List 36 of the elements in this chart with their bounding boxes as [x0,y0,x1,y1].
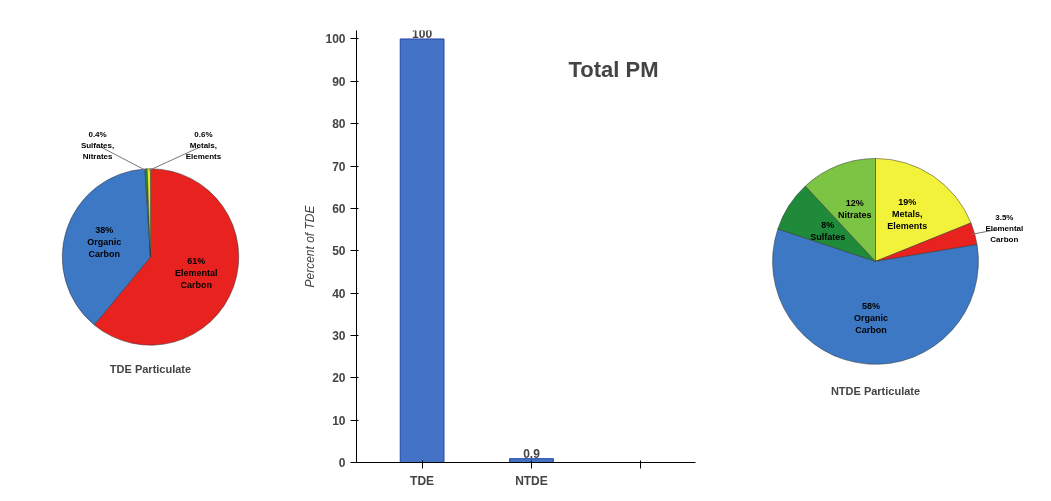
y-tick-label: 80 [332,117,346,132]
text: NTDE Particulate [830,384,921,397]
x-tick-label: NTDE [515,473,548,488]
slice-label: Metals, Elements [887,209,928,232]
data-label: 8% [821,219,835,230]
data-label: 58% [862,300,881,311]
y-tick-label: 70 [332,159,346,174]
data-label: 38% [95,224,114,235]
y-tick-label: 10 [332,413,346,428]
y-axis-title: Percent of TDE [303,204,318,288]
slice-label: Metals, Elements [185,141,222,161]
slice-label: Elemental Carbon [985,223,1024,244]
y-tick-label: 100 [325,32,346,47]
slice-label: Sulfates, Nitrates [80,141,115,161]
x-tick-label: TDE [410,473,435,488]
data-label: 0.6% [194,130,213,140]
y-tick-label: 20 [332,371,346,386]
slice-label: Organic Carbon [87,236,122,259]
data-label: 0.4% [88,130,107,140]
y-tick-label: 30 [332,328,346,343]
slice-label: Organic Carbon [854,312,889,335]
text: TDE Particulate [109,362,192,375]
data-label: 19% [898,197,917,208]
slice-label: Sulfates [810,231,846,242]
slice-label: Elemental Carbon [174,268,218,291]
y-tick-label: 0 [338,456,346,470]
y-tick-label: 90 [332,74,346,89]
y-tick-label: 50 [332,244,346,259]
data-label: 3.5% [995,213,1014,223]
slice-label: Nitrates [838,209,872,220]
data-label: 61% [187,256,206,267]
data-label: 0.9 [523,446,541,461]
text: Total PM [568,57,659,83]
y-tick-label: 40 [332,286,346,301]
data-label: 12% [845,197,864,208]
y-tick-label: 60 [332,201,346,216]
